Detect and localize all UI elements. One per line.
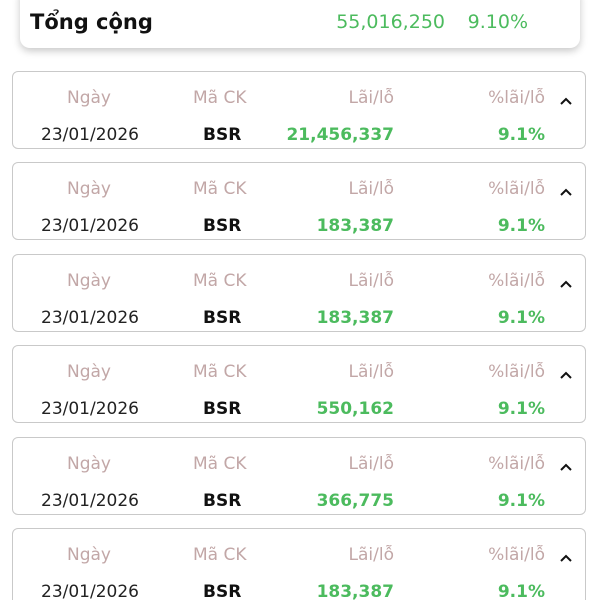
row-date: 23/01/2026 <box>41 491 139 511</box>
chevron-up-icon[interactable] <box>559 553 573 563</box>
row-date: 23/01/2026 <box>41 582 139 600</box>
header-date: Ngày <box>67 454 111 474</box>
header-profit-loss: Lãi/lỗ <box>348 271 394 291</box>
total-summary-card: Tổng cộng 55,016,250 9.10% <box>20 0 580 48</box>
header-date: Ngày <box>67 88 111 108</box>
row-percent: 9.1% <box>497 125 545 145</box>
row-profit-loss: 183,387 <box>316 582 394 600</box>
header-percent: %lãi/lỗ <box>488 88 545 108</box>
row-percent: 9.1% <box>497 491 545 511</box>
row-date: 23/01/2026 <box>41 399 139 419</box>
row-profit-loss: 550,162 <box>316 399 394 419</box>
header-code: Mã CK <box>193 545 247 565</box>
row-date: 23/01/2026 <box>41 308 139 328</box>
header-code: Mã CK <box>193 179 247 199</box>
row-profit-loss: 366,775 <box>316 491 394 511</box>
chevron-up-icon[interactable] <box>559 462 573 472</box>
chevron-up-icon[interactable] <box>559 96 573 106</box>
header-code: Mã CK <box>193 454 247 474</box>
row-code: BSR <box>203 399 242 419</box>
chevron-up-icon[interactable] <box>559 279 573 289</box>
row-percent: 9.1% <box>497 216 545 236</box>
list-item[interactable]: Ngày Mã CK Lãi/lỗ %lãi/lỗ 23/01/2026 BSR… <box>12 162 586 240</box>
header-percent: %lãi/lỗ <box>488 545 545 565</box>
list-item[interactable]: Ngày Mã CK Lãi/lỗ %lãi/lỗ 23/01/2026 BSR… <box>12 528 586 600</box>
header-code: Mã CK <box>193 271 247 291</box>
total-profit-value: 55,016,250 <box>336 11 445 33</box>
header-code: Mã CK <box>193 362 247 382</box>
list-item[interactable]: Ngày Mã CK Lãi/lỗ %lãi/lỗ 23/01/2026 BSR… <box>12 71 586 149</box>
list-item[interactable]: Ngày Mã CK Lãi/lỗ %lãi/lỗ 23/01/2026 BSR… <box>12 254 586 332</box>
header-date: Ngày <box>67 545 111 565</box>
header-percent: %lãi/lỗ <box>488 454 545 474</box>
header-profit-loss: Lãi/lỗ <box>348 362 394 382</box>
row-code: BSR <box>203 308 242 328</box>
header-percent: %lãi/lỗ <box>488 362 545 382</box>
row-profit-loss: 183,387 <box>316 216 394 236</box>
header-date: Ngày <box>67 362 111 382</box>
header-profit-loss: Lãi/lỗ <box>348 88 394 108</box>
row-profit-loss: 21,456,337 <box>286 125 394 145</box>
row-percent: 9.1% <box>497 582 545 600</box>
row-code: BSR <box>203 491 242 511</box>
total-label: Tổng cộng <box>30 10 153 34</box>
row-percent: 9.1% <box>497 399 545 419</box>
chevron-up-icon[interactable] <box>559 187 573 197</box>
row-date: 23/01/2026 <box>41 216 139 236</box>
total-profit-percent: 9.10% <box>467 11 528 33</box>
list-item[interactable]: Ngày Mã CK Lãi/lỗ %lãi/lỗ 23/01/2026 BSR… <box>12 437 586 515</box>
row-date: 23/01/2026 <box>41 125 139 145</box>
row-percent: 9.1% <box>497 308 545 328</box>
header-date: Ngày <box>67 179 111 199</box>
header-date: Ngày <box>67 271 111 291</box>
header-profit-loss: Lãi/lỗ <box>348 545 394 565</box>
header-profit-loss: Lãi/lỗ <box>348 454 394 474</box>
header-profit-loss: Lãi/lỗ <box>348 179 394 199</box>
chevron-up-icon[interactable] <box>559 370 573 380</box>
row-code: BSR <box>203 582 242 600</box>
list-item[interactable]: Ngày Mã CK Lãi/lỗ %lãi/lỗ 23/01/2026 BSR… <box>12 345 586 423</box>
header-code: Mã CK <box>193 88 247 108</box>
row-profit-loss: 183,387 <box>316 308 394 328</box>
row-code: BSR <box>203 125 242 145</box>
header-percent: %lãi/lỗ <box>488 179 545 199</box>
header-percent: %lãi/lỗ <box>488 271 545 291</box>
row-code: BSR <box>203 216 242 236</box>
